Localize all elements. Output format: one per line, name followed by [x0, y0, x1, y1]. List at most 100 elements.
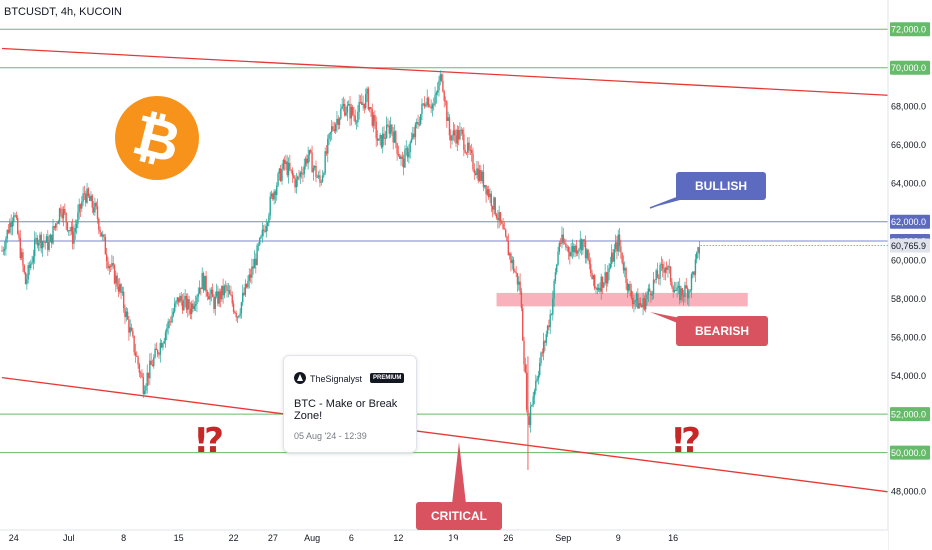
candle-301 [395, 129, 397, 149]
candle-body [100, 232, 103, 237]
candle-body [519, 281, 521, 292]
candle-body [685, 285, 687, 289]
candle-417 [546, 324, 549, 338]
candle-body [87, 188, 90, 197]
candle-16 [22, 248, 24, 272]
candle-508 [665, 261, 668, 274]
candle-222 [291, 167, 294, 183]
candle-0 [1, 245, 3, 252]
candle-body [620, 246, 622, 253]
candle-body [137, 356, 139, 365]
candle-322 [422, 103, 424, 107]
candle-233 [306, 154, 308, 167]
candle-444 [582, 239, 584, 255]
candle-189 [248, 268, 250, 289]
candle-body [130, 327, 133, 331]
candle-159 [209, 287, 211, 306]
candle-64 [85, 190, 87, 207]
price-axis-background [888, 0, 932, 550]
candle-body [300, 172, 303, 174]
candle-body [3, 248, 6, 251]
candle-151 [198, 280, 201, 295]
candle-body [282, 159, 284, 170]
candle-356 [467, 137, 469, 159]
question-marker-right: ⁉ [673, 421, 701, 461]
candle-239 [313, 165, 316, 171]
candle-224 [294, 175, 296, 193]
idea-author[interactable]: TheSignalyst [310, 374, 363, 384]
candle-99 [130, 323, 133, 332]
candle-body [208, 296, 210, 300]
candle-body [248, 274, 250, 281]
candle-53 [70, 222, 73, 235]
candle-body [673, 289, 676, 293]
candle-body [456, 129, 458, 144]
candle-body [150, 360, 152, 365]
candle-body [88, 196, 91, 201]
candle-body [489, 193, 491, 198]
candle-body [495, 214, 498, 219]
candle-282 [370, 106, 372, 117]
candle-body [58, 208, 61, 222]
candle-body [697, 247, 699, 253]
candle-312 [409, 140, 411, 159]
candle-314 [412, 126, 414, 140]
candle-56 [74, 219, 76, 240]
candle-body [554, 272, 557, 281]
candle-112 [147, 372, 150, 386]
candle-205 [269, 191, 271, 220]
candle-body [586, 249, 588, 259]
candle-39 [52, 218, 54, 245]
candle-body [512, 259, 515, 272]
candle-body [387, 124, 389, 126]
candle-body [342, 104, 345, 107]
candle-352 [461, 128, 464, 141]
candle-245 [321, 170, 324, 184]
candle-body [626, 282, 629, 291]
candle-370 [485, 184, 487, 203]
candle-body [540, 352, 542, 364]
candle-body [253, 258, 256, 269]
candle-12 [17, 215, 19, 236]
candle-body [379, 135, 381, 139]
candle-body [188, 299, 190, 309]
candle-body [414, 123, 417, 138]
candle-492 [645, 292, 647, 313]
candle-206 [270, 190, 273, 200]
idea-card[interactable]: TheSignalyst PREMIUM BTC - Make or Break… [283, 355, 417, 453]
candle-436 [571, 239, 574, 259]
idea-title[interactable]: BTC - Make or Break Zone! [294, 398, 398, 422]
candle-91 [120, 282, 122, 300]
candle-163 [214, 291, 216, 316]
candle-body [503, 228, 506, 230]
candle-362 [474, 170, 477, 176]
candle-body [189, 308, 192, 315]
candle-429 [562, 227, 564, 246]
candle-323 [423, 96, 426, 109]
candle-body [385, 124, 388, 139]
candle-457 [599, 282, 601, 294]
candle-214 [281, 163, 283, 185]
candle-body [659, 264, 661, 279]
candle-body [396, 143, 398, 154]
candle-body [22, 252, 24, 266]
candle-body [639, 303, 642, 306]
candle-366 [480, 165, 482, 184]
candle-body [353, 114, 355, 117]
candle-body [416, 121, 418, 124]
candle-65 [86, 182, 88, 205]
candle-body [583, 239, 585, 241]
candle-369 [484, 185, 486, 189]
candle-198 [260, 234, 262, 239]
candle-130 [171, 307, 173, 324]
candle-40 [53, 225, 56, 231]
candle-109 [143, 385, 146, 395]
candle-body [662, 264, 664, 270]
candle-body [357, 111, 359, 123]
candle-body [482, 171, 485, 188]
candle-body [183, 299, 185, 311]
candle-252 [331, 119, 333, 141]
candle-179 [235, 310, 237, 322]
